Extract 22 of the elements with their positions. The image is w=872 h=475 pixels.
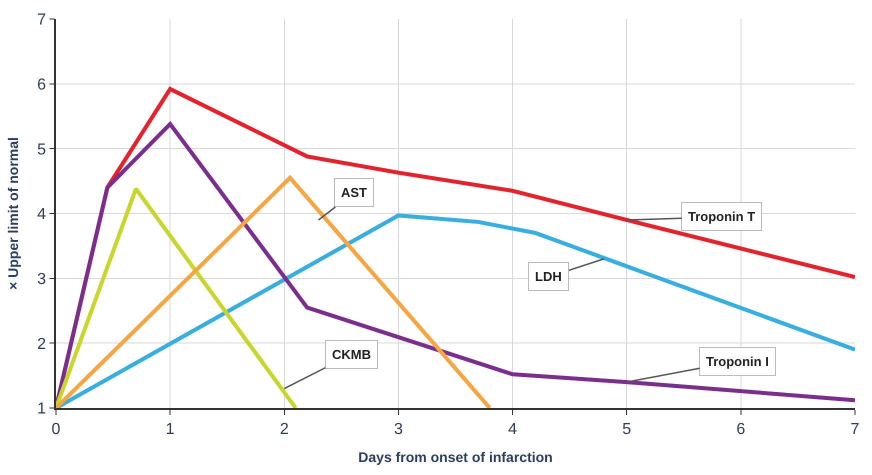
annotation: AST: [341, 185, 368, 200]
x-tick-label: 6: [736, 420, 746, 438]
annotation: Troponin T: [688, 209, 756, 224]
y-tick-label: 2: [37, 336, 46, 353]
x-axis-title: Days from onset of infarction: [358, 448, 553, 465]
x-tick-label: 4: [508, 420, 518, 438]
x-tick-label: 2: [280, 420, 289, 438]
annotation: LDH: [535, 269, 562, 284]
x-tick-label: 1: [166, 420, 175, 438]
x-tick-label: 3: [394, 420, 403, 438]
y-axis-title: × Upper limit of normal: [5, 137, 22, 290]
y-tick-label: 3: [37, 270, 46, 288]
x-tick-label: 7: [850, 420, 860, 438]
annotation: CKMB: [332, 347, 371, 362]
y-tick-label: 7: [37, 12, 46, 29]
y-tick-label: 5: [37, 141, 46, 158]
x-tick-label: 5: [622, 420, 632, 438]
y-tick-label: 4: [37, 206, 46, 224]
y-tick-label: 1: [37, 400, 46, 418]
annotation: Troponin I: [706, 354, 769, 369]
y-tick-label: 6: [37, 76, 46, 94]
x-tick-label: 0: [52, 420, 61, 438]
